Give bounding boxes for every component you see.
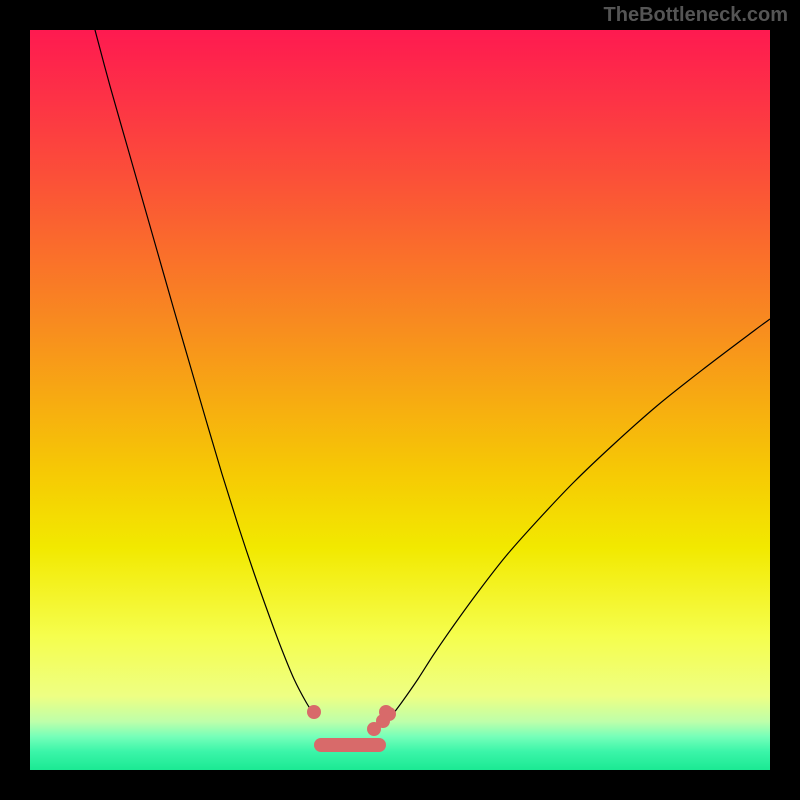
- right-curve: [390, 319, 770, 718]
- bottleneck-curves: [30, 30, 770, 770]
- plot-area: [30, 30, 770, 770]
- marker-floor: [314, 738, 386, 752]
- marker-cap-0: [307, 705, 321, 719]
- marker-string-2: [382, 707, 396, 721]
- watermark-text: TheBottleneck.com: [604, 4, 788, 27]
- left-curve: [95, 30, 315, 716]
- data-markers: [307, 705, 396, 752]
